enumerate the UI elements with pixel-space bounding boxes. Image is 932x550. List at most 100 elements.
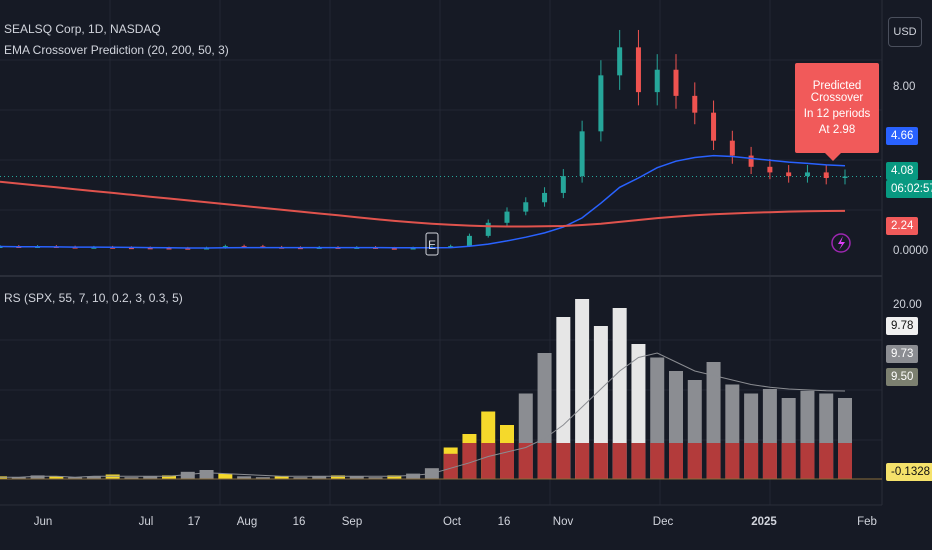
x-tick-label: Jul: [138, 516, 154, 528]
ema-200-line: [0, 180, 846, 228]
callout-line2: In 12 periods: [803, 108, 871, 120]
rs-bar-inner: [631, 443, 646, 479]
candle: [128, 247, 134, 250]
candle: [391, 248, 397, 250]
x-tick-label: 16: [497, 516, 511, 528]
candle: [786, 172, 792, 177]
rs-bar: [86, 476, 101, 479]
candle: [523, 202, 529, 212]
rs-label-last: -0.1328: [886, 463, 932, 481]
candle: [673, 69, 679, 96]
rs-bar-inner: [781, 443, 796, 479]
rs-bar: [255, 477, 270, 479]
rs-bar-inner: [575, 443, 590, 479]
rs-bar-inner: [819, 443, 834, 479]
rs-bar: [143, 476, 158, 479]
rs-bar-inner: [669, 443, 683, 479]
candle: [635, 47, 641, 93]
rs-bar: [274, 476, 289, 479]
lightning-circle: [831, 233, 851, 253]
candle: [485, 222, 491, 236]
rs-bar: [30, 475, 45, 479]
rs-bar-inner: [725, 443, 740, 479]
ema-20-line: [0, 154, 846, 249]
rs-bar: [406, 473, 421, 479]
rs-bar-inner: [518, 443, 533, 479]
ema-fast-price-label: 4.66: [886, 127, 919, 145]
rs-bar: [180, 471, 195, 479]
rs-bar: [312, 476, 327, 479]
earnings-box: [425, 232, 439, 256]
rs-bar-inner: [443, 453, 458, 479]
candle: [842, 176, 848, 179]
rs-bar-inner: [687, 443, 702, 479]
earnings-letter: E: [428, 238, 436, 252]
x-tick-label: Oct: [443, 516, 461, 528]
rs-bar-inner: [481, 443, 496, 479]
rs-bar: [218, 473, 233, 479]
candle: [767, 166, 773, 173]
rs-label-1: 9.78: [886, 317, 919, 335]
rs-bar-inner: [706, 443, 721, 479]
candle: [692, 95, 698, 113]
rs-bar-inner: [593, 443, 608, 479]
rs-bar: [68, 477, 83, 479]
rs-bar-inner: [838, 443, 852, 479]
rs-bar: [575, 299, 590, 479]
rs-bar-inner: [650, 443, 665, 479]
rs-bar: [293, 477, 308, 479]
candle: [91, 247, 97, 249]
rs-bar-inner: [744, 443, 759, 479]
earnings-marker: E: [425, 232, 439, 256]
rs-bar-inner: [762, 443, 777, 479]
currency-button[interactable]: USD: [888, 17, 922, 47]
rs-axis-max: 20.00: [893, 299, 922, 311]
rs-bar: [556, 317, 571, 479]
candle: [185, 248, 191, 250]
candle: [542, 192, 548, 203]
x-tick-label: Aug: [236, 516, 258, 528]
lightning-icon: [831, 233, 851, 253]
x-tick-label: Sep: [341, 516, 363, 528]
candle: [466, 235, 472, 247]
rs-bar: [368, 477, 383, 479]
rs-bar: [387, 475, 402, 479]
rs-bar-inner: [537, 443, 552, 479]
rs-bar: [331, 475, 345, 479]
rs-bar: [49, 476, 64, 479]
x-tick-label: 17: [187, 516, 201, 528]
candle: [617, 47, 623, 76]
x-tick-label: Feb: [857, 516, 877, 528]
candle: [504, 211, 510, 223]
rs-bar: [199, 470, 214, 479]
x-tick-label: Nov: [552, 516, 574, 528]
rs-bar: [11, 477, 26, 479]
symbol-legend[interactable]: SEALSQ Corp, 1D, NASDAQ: [4, 22, 161, 36]
ema-slow-price-label: 2.24: [886, 217, 919, 235]
callout-line1: Predicted Crossover: [810, 80, 864, 104]
candle: [147, 247, 153, 250]
rs-bar-inner: [500, 443, 514, 479]
x-tick-label: 16: [292, 516, 306, 528]
rs-indicator-legend[interactable]: RS (SPX, 55, 7, 10, 0.2, 3, 0.3, 5): [4, 291, 183, 305]
candle: [748, 155, 754, 167]
rs-bar-inner: [556, 443, 571, 479]
ema-indicator-legend[interactable]: EMA Crossover Prediction (20, 200, 50, 3…: [4, 43, 229, 57]
x-tick-label: Jun: [33, 516, 53, 528]
rs-bar: [162, 475, 176, 479]
rs-bar: [349, 476, 364, 479]
countdown-label: 06:02:57: [886, 180, 932, 198]
candle: [579, 131, 585, 177]
rs-label-3: 9.50: [886, 368, 919, 386]
candle: [410, 248, 416, 250]
candle: [560, 176, 566, 193]
last-price-label: 4.08: [886, 162, 919, 180]
candle: [166, 248, 172, 250]
axis-label-bottom: 0.0000: [893, 245, 929, 257]
rs-bar: [593, 326, 608, 479]
rs-label-2: 9.73: [886, 345, 919, 363]
candle: [297, 247, 303, 250]
candle: [711, 112, 717, 141]
crossover-callout: Predicted Crossover In 12 periods At 2.9…: [795, 63, 879, 161]
